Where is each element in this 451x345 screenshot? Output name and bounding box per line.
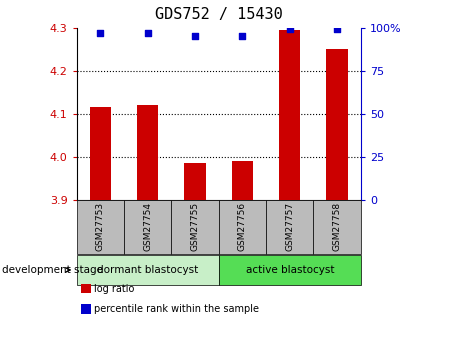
- Bar: [327, 49, 348, 200]
- Bar: [184, 164, 206, 200]
- Text: GSM27757: GSM27757: [285, 202, 294, 252]
- Point: [239, 33, 246, 39]
- Bar: [232, 161, 253, 200]
- Text: development stage: development stage: [2, 265, 103, 275]
- Bar: [137, 105, 158, 200]
- Text: dormant blastocyst: dormant blastocyst: [97, 265, 198, 275]
- Point: [191, 33, 198, 39]
- Text: log ratio: log ratio: [94, 284, 134, 294]
- Text: GSM27755: GSM27755: [191, 202, 199, 252]
- Text: GSM27754: GSM27754: [143, 202, 152, 252]
- Point: [144, 30, 151, 36]
- Title: GDS752 / 15430: GDS752 / 15430: [155, 7, 283, 22]
- Bar: [279, 30, 300, 200]
- Text: percentile rank within the sample: percentile rank within the sample: [94, 305, 259, 314]
- Text: GSM27756: GSM27756: [238, 202, 247, 252]
- Point: [286, 27, 293, 32]
- Text: GSM27753: GSM27753: [96, 202, 105, 252]
- Point: [97, 30, 104, 36]
- Text: active blastocyst: active blastocyst: [245, 265, 334, 275]
- Bar: [90, 107, 111, 200]
- Point: [333, 27, 341, 32]
- Text: GSM27758: GSM27758: [333, 202, 341, 252]
